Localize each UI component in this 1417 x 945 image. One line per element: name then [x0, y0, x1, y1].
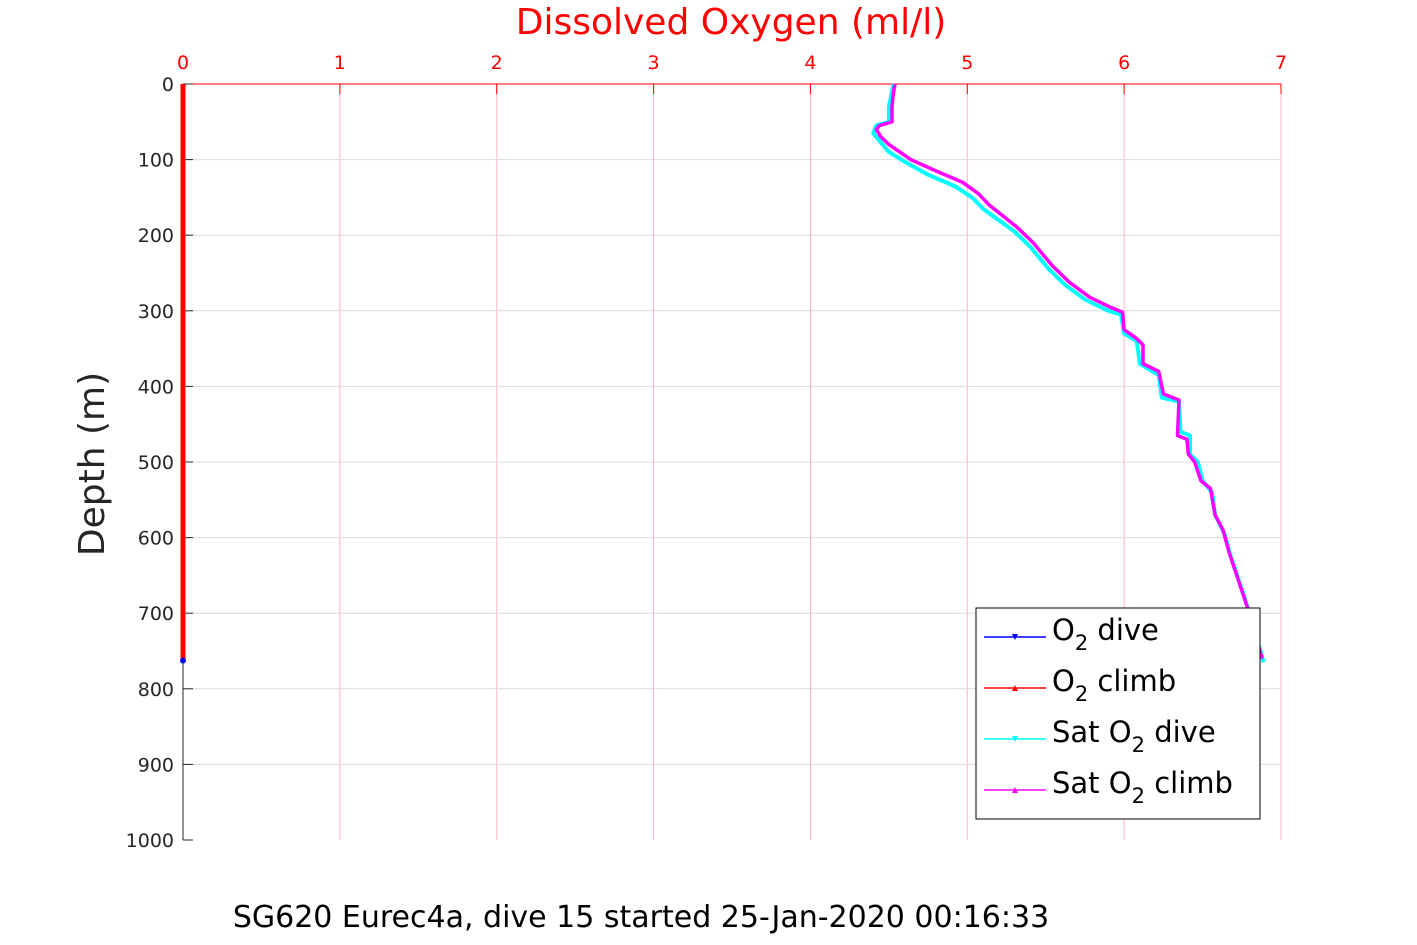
x-tick-label: 7: [1275, 52, 1287, 74]
x-tick-label: 4: [804, 52, 816, 74]
legend-marker: [1012, 634, 1018, 640]
chart-caption: SG620 Eurec4a, dive 15 started 25-Jan-20…: [233, 900, 1049, 935]
x-tick-label: 5: [961, 52, 973, 74]
legend-label: Sat O2 dive: [1052, 715, 1216, 757]
legend-marker: [1012, 685, 1018, 691]
legend-marker: [1012, 736, 1018, 742]
x-tick-label: 6: [1118, 52, 1130, 74]
series-line: [874, 83, 1264, 660]
tick-labels: 0 1 2 3 4 5 6 7 0 100 200 300 400 500 600 700 800 900 1000: [126, 52, 1287, 852]
y-tick-label: 100: [138, 150, 174, 172]
y-axis-label: Depth (m): [72, 372, 113, 556]
grid: [183, 84, 1281, 840]
legend-box: [975, 607, 1261, 820]
y-tick-label: 300: [138, 301, 174, 323]
chart-title: Dissolved Oxygen (ml/l): [516, 2, 947, 43]
legend-label: O2 climb: [1052, 664, 1176, 706]
x-tick-label: 1: [334, 52, 346, 74]
x-tick-label: 2: [491, 52, 503, 74]
series-end-marker: [180, 657, 186, 664]
legend-marker: [1012, 787, 1018, 793]
x-tick-label: 0: [177, 52, 189, 74]
y-tick-label: 600: [138, 528, 174, 550]
y-tick-label: 1000: [126, 830, 174, 852]
y-tick-label: 400: [138, 376, 174, 398]
y-tick-label: 200: [138, 225, 174, 247]
y-tick-label: 500: [138, 452, 174, 474]
data-series: [180, 83, 1266, 664]
y-tick-label: 800: [138, 679, 174, 701]
x-tick-label: 3: [648, 52, 660, 74]
legend-label: Sat O2 climb: [1052, 766, 1233, 808]
legend: O2 dive O2 climb Sat O2 dive Sat O2 climb: [975, 607, 1261, 820]
y-tick-label: 700: [138, 603, 174, 625]
y-tick-label: 900: [138, 754, 174, 776]
y-tick-label: 0: [162, 74, 174, 96]
legend-label: O2 dive: [1052, 613, 1159, 655]
